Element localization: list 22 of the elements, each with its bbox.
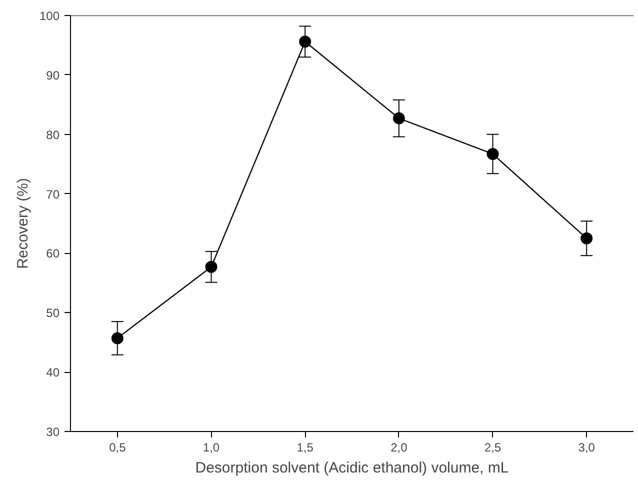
x-tick-label: 2,0 [390,440,408,454]
x-axis-title: Desorption solvent (Acidic ethanol) volume, mL [195,460,509,476]
y-tick-label: 100 [39,9,60,23]
point [205,260,218,273]
y-tick-label: 40 [46,366,60,380]
point [580,232,593,244]
point [392,112,405,124]
y-axis-title: Recovery (%) [14,178,32,269]
y-tick-label: 70 [46,187,60,202]
x-tick-label: 2,5 [484,440,502,454]
x-tick-label: 1,5 [296,440,314,454]
point [486,148,499,160]
y-tick-label: 90 [46,68,60,82]
point [299,36,312,48]
point [111,332,124,344]
x-tick-label: 0,5 [109,440,126,454]
y-tick-label: 30 [46,425,60,439]
x-tick-label: 3,0 [578,440,596,454]
y-tick-label: 50 [46,306,60,320]
y-tick-label: 80 [46,128,60,142]
y-tick-label: 60 [46,246,60,261]
x-tick-label: 1,0 [202,440,220,454]
